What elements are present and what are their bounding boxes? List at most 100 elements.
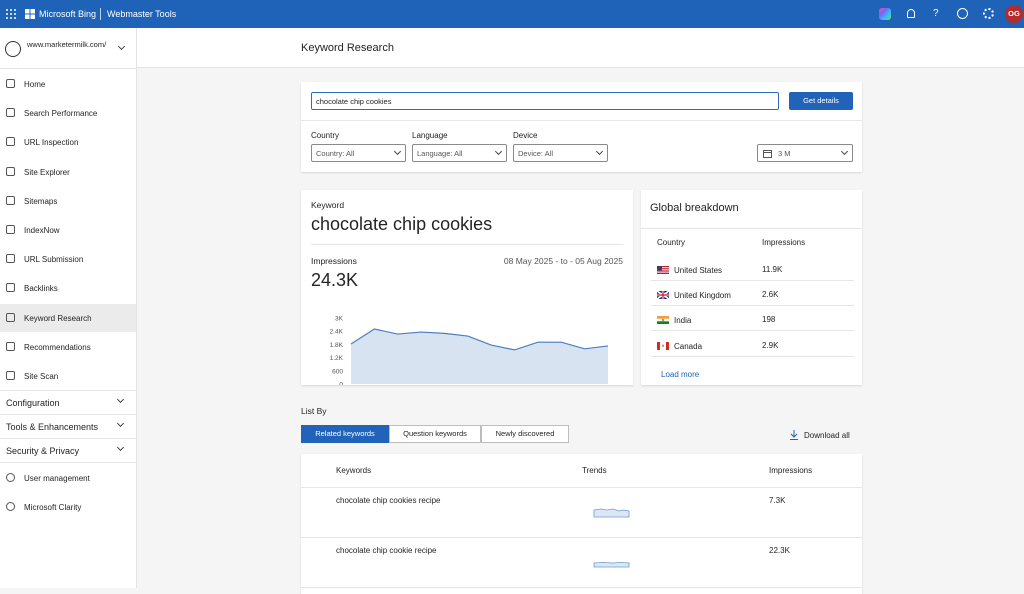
download-all[interactable]: Download all <box>804 431 850 440</box>
nav-label: Recommendations <box>24 342 91 352</box>
nav-icon <box>6 166 15 176</box>
filter-select[interactable]: Device: All <box>513 144 608 162</box>
nav-icon <box>6 341 15 351</box>
section-label[interactable]: Security & Privacy <box>6 446 80 456</box>
nav-icon <box>6 254 15 264</box>
period-value: 3 M <box>778 149 791 158</box>
filter-value: Device: All <box>518 149 554 158</box>
section-chevron[interactable] <box>116 419 125 428</box>
nav-item[interactable]: Site Scan <box>0 362 136 390</box>
flag <box>657 341 669 350</box>
feedback-icon[interactable] <box>957 8 968 19</box>
site-name[interactable]: www.marketermilk.com/ <box>27 40 107 49</box>
nav-label: Site Scan <box>24 372 59 381</box>
metric-value: 24.3K <box>311 270 359 290</box>
nav-item[interactable]: URL Inspection <box>0 128 136 156</box>
notifications-icon[interactable] <box>907 9 915 18</box>
column-header: Keywords <box>336 466 372 475</box>
country-name: United Kingdom <box>674 291 731 301</box>
y-tick-label: 0 <box>339 382 343 386</box>
separator <box>641 228 862 229</box>
keyword-card: Keyword chocolate chip cookies Impressio… <box>301 190 633 385</box>
filter-value: Country: All <box>316 149 355 158</box>
country-impressions: 2.6K <box>762 290 779 300</box>
area-fill <box>351 329 608 384</box>
filter-select[interactable]: Language: All <box>412 144 507 162</box>
tab[interactable]: Question keywords <box>389 425 481 443</box>
filter-select[interactable]: Country: All <box>311 144 406 162</box>
tab[interactable]: Newly discovered <box>481 425 569 443</box>
period-select[interactable]: 3 M <box>757 144 853 162</box>
nav-label: URL Submission <box>24 255 84 265</box>
y-tick-label: 3K <box>335 316 344 323</box>
country-name: United States <box>674 266 723 275</box>
search-card: chocolate chip cookies Get details Count… <box>301 82 862 172</box>
tab[interactable]: Related keywords <box>301 425 389 443</box>
page-header: Keyword Research <box>137 28 1024 68</box>
nav-item[interactable]: Site Explorer <box>0 158 136 186</box>
separator <box>301 487 862 488</box>
microsoft-logo <box>25 9 35 19</box>
get-details-button[interactable]: Get details <box>789 92 853 110</box>
list-by-label: List By <box>301 406 327 416</box>
filter-label: Language <box>412 131 448 140</box>
nav-item[interactable]: User management <box>0 464 136 492</box>
nav-item[interactable]: Backlinks <box>0 274 136 302</box>
section-label[interactable]: Configuration <box>6 398 60 408</box>
chevron <box>393 147 402 156</box>
impressions-cell: 7.3K <box>769 496 786 505</box>
nav-label: User management <box>24 474 90 483</box>
product[interactable]: Webmaster Tools <box>107 9 177 19</box>
nav-icon <box>6 283 15 293</box>
y-tick-label: 1.8K <box>330 342 344 349</box>
nav-label: Home <box>24 80 46 89</box>
nav-label: IndexNow <box>24 226 60 235</box>
nav-item[interactable]: URL Submission <box>0 245 136 273</box>
nav-icon <box>6 502 15 511</box>
nav-icon <box>6 371 15 380</box>
page-title: Keyword Research <box>301 42 394 54</box>
global-card: Global breakdown Country Impressions Uni… <box>641 190 862 385</box>
download-icon[interactable] <box>790 430 798 440</box>
nav-icon <box>6 225 15 234</box>
load-more[interactable]: Load more <box>661 370 700 379</box>
nav-item[interactable]: Sitemaps <box>0 187 136 215</box>
nav-icon <box>6 195 15 205</box>
separator <box>301 120 862 121</box>
separator <box>651 355 854 357</box>
nav-label: Sitemaps <box>24 196 58 206</box>
separator <box>311 244 623 245</box>
copilot-icon[interactable] <box>879 8 891 20</box>
country-name: India <box>674 316 692 326</box>
keyword-cell[interactable]: chocolate chip cookie recipe <box>336 546 437 555</box>
section-chevron[interactable] <box>116 443 125 452</box>
nav-label: Keyword Research <box>24 313 92 323</box>
nav-item[interactable]: IndexNow <box>0 216 136 244</box>
search-query: chocolate chip cookies <box>316 97 392 106</box>
help-icon[interactable]: ? <box>933 8 939 19</box>
section-label[interactable]: Tools & Enhancements <box>6 422 99 432</box>
nav-label: Backlinks <box>24 284 58 294</box>
nav-item[interactable]: Keyword Research <box>0 303 136 332</box>
search-input[interactable]: chocolate chip cookies <box>311 92 779 110</box>
nav-item[interactable]: Search Performance <box>0 99 136 127</box>
keyword-cell[interactable]: chocolate chip cookies recipe <box>336 496 441 505</box>
avatar[interactable]: OG <box>1005 5 1023 23</box>
brand[interactable]: Microsoft Bing <box>39 9 97 19</box>
nav-icon <box>6 137 15 147</box>
nav-item[interactable]: Microsoft Clarity <box>0 493 136 521</box>
flag <box>657 316 669 325</box>
app-launcher[interactable] <box>6 9 16 19</box>
calendar-icon <box>763 150 772 158</box>
nav-item[interactable]: Home <box>0 70 136 98</box>
nav-label: URL Inspection <box>24 138 79 148</box>
site-icon <box>5 41 21 57</box>
site-chevron[interactable] <box>117 42 126 51</box>
chevron <box>595 147 604 156</box>
separator <box>651 280 854 281</box>
trend-sparkline <box>593 562 630 568</box>
nav-item[interactable]: Recommendations <box>0 333 136 361</box>
section-chevron[interactable] <box>116 395 125 404</box>
settings-icon[interactable] <box>983 8 994 19</box>
